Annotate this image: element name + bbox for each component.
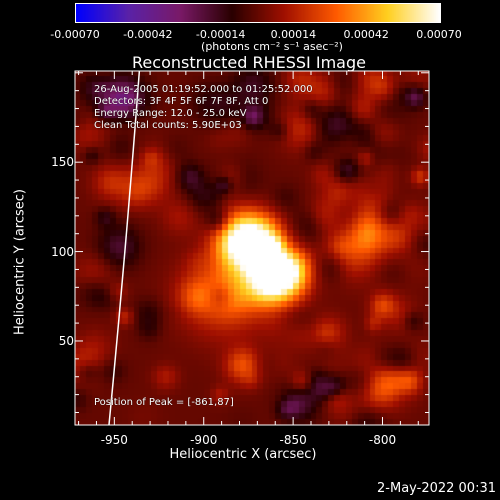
colorbar [75,3,441,23]
annotation-peak: Position of Peak = [-861,87] [94,397,234,408]
y-axis-label: Heliocentric Y (arcsec) [12,189,28,335]
colorbar-units: (photons cm⁻² s⁻¹ asec⁻²) [201,40,343,53]
colorbar-tick-label: -0.00070 [50,28,100,41]
colorbar-tick-label: -0.00042 [123,28,173,41]
heatmap-image [75,71,429,425]
y-tick-label: 100 [51,244,74,259]
colorbar-tick-label: 0.00070 [416,28,462,41]
annotation-clean: Clean Total counts: 5.90E+03 [94,120,242,131]
annotation-detectors: Detectors: 3F 4F 5F 6F 7F 8F, Att 0 [94,96,269,107]
annotation-energy-range: Energy Range: 12.0 - 25.0 keV [94,108,247,119]
y-tick-label: 150 [51,155,74,170]
plot-border [74,70,430,426]
footer-date: 2-May-2022 00:31 [377,481,496,496]
x-tick-label: -800 [368,433,397,447]
y-tick-label: 50 [58,333,74,348]
colorbar-tick-label: 0.00014 [270,28,317,41]
x-tick-label: -850 [279,433,307,447]
colorbar-tick-label: 0.00042 [343,28,389,41]
x-tick-label: -900 [190,433,218,447]
x-axis-label: Heliocentric X (arcsec) [169,447,317,462]
colorbar-tick-label: -0.00014 [195,28,246,41]
x-tick-label: -950 [100,433,128,447]
annotation-time-range: 26-Aug-2005 01:19:52.000 to 01:25:52.000 [94,84,313,95]
solar-limb-arc [108,70,141,426]
chart-title: Reconstructed RHESSI Image [132,53,366,72]
